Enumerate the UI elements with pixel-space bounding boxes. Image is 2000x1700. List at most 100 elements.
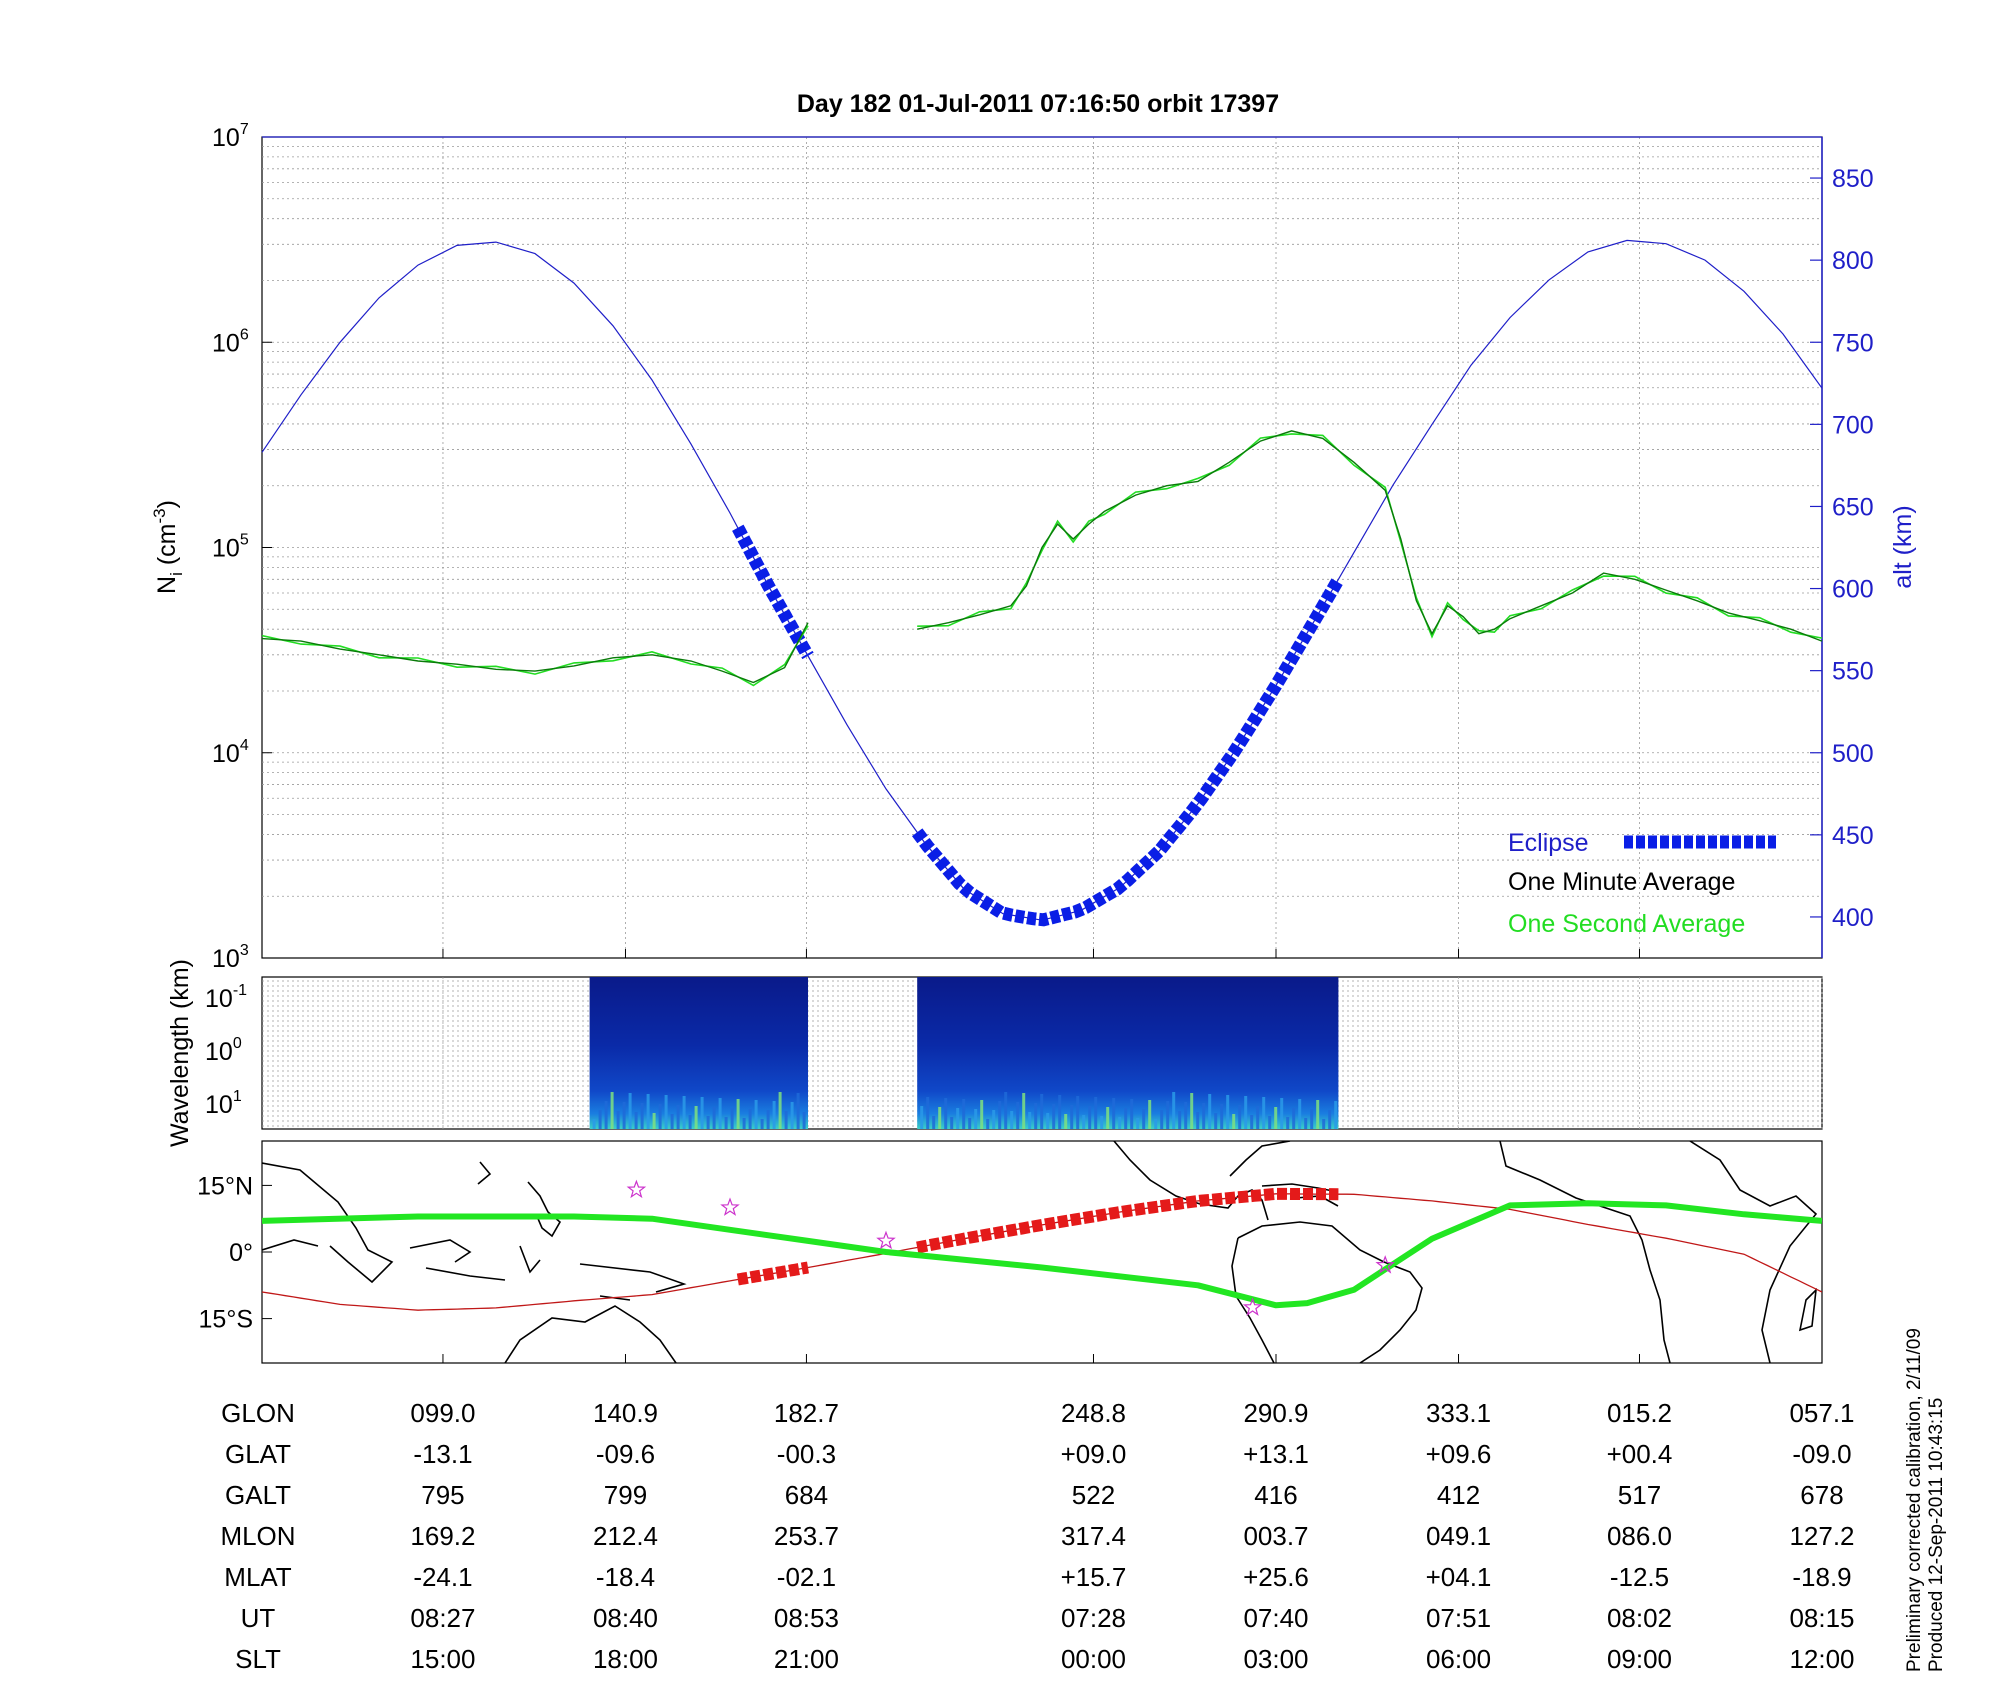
left-tick-label: 104: [212, 737, 249, 768]
ephemeris-cell: 08:02: [1607, 1603, 1672, 1633]
spectrogram-stripe: [1190, 1093, 1194, 1129]
spectrogram-tick-label: 100: [205, 1035, 242, 1066]
latitude-tick-label: 0°: [229, 1239, 253, 1267]
calibration-note: Preliminary corrected calibration, 2/11/…: [1904, 1328, 1925, 1672]
spectrogram-stripe: [1226, 1095, 1230, 1129]
south-america-coast: [1231, 1221, 1423, 1363]
spectrogram-stripe: [1316, 1100, 1320, 1129]
right-tick-label: 450: [1832, 822, 1874, 850]
ephemeris-cell: 07:28: [1061, 1603, 1126, 1633]
ephemeris-cell: 290.9: [1243, 1398, 1308, 1428]
ephemeris-row-label: GALT: [225, 1480, 291, 1510]
right-tick-label: 650: [1832, 493, 1874, 521]
ephemeris-cell: 795: [421, 1480, 464, 1510]
eclipse-track-segment: [736, 1261, 809, 1286]
right-tick-label: 700: [1832, 411, 1874, 439]
latitude-tick-label: 15°N: [197, 1172, 253, 1200]
spectrogram-stripe: [1334, 1101, 1338, 1129]
spectrogram-stripe: [944, 1098, 948, 1129]
map-area: [261, 1140, 1823, 1364]
star-marker: [1242, 1297, 1263, 1316]
one-minute-density-line: [261, 622, 809, 684]
spectrogram-stripe: [926, 1097, 930, 1129]
ephemeris-cell: 015.2: [1607, 1398, 1672, 1428]
ephemeris-cell: 049.1: [1426, 1521, 1491, 1551]
spectrogram-stripe: [1136, 1118, 1140, 1129]
ephemeris-cell: -02.1: [777, 1562, 836, 1592]
spectrogram-stripe: [592, 1119, 596, 1129]
ephemeris-cell: 15:00: [410, 1644, 475, 1674]
ephemeris-cell: 678: [1800, 1480, 1843, 1510]
spectrogram-tick-label: 10-1: [205, 982, 247, 1013]
spectrogram-stripe: [1022, 1093, 1026, 1129]
spectrogram-stripe: [712, 1107, 716, 1129]
spectrogram-stripe: [1124, 1108, 1128, 1129]
spectrogram-stripe: [694, 1106, 698, 1129]
spectrogram-stripe: [628, 1093, 632, 1129]
spectrogram-stripe: [1208, 1094, 1212, 1129]
ephemeris-cell: 169.2: [410, 1521, 475, 1551]
spectrogram-stripe: [956, 1108, 960, 1129]
spectrogram-stripe: [664, 1095, 668, 1129]
left-tick-label: 105: [212, 532, 249, 563]
spectrogram-stripe: [1070, 1105, 1074, 1129]
spectrogram-stripe: [998, 1101, 1002, 1129]
right-axis-ticks: 400 450 500 550 600 650 700 750 800 850: [1810, 165, 1874, 932]
ephemeris-cell: 12:00: [1789, 1644, 1854, 1674]
ephemeris-cell: 182.7: [774, 1398, 839, 1428]
spectrogram-stripe: [670, 1114, 674, 1129]
spectrogram-stripe: [1064, 1114, 1068, 1129]
spectrogram-stripe: [772, 1101, 776, 1129]
spectrogram-stripe: [1256, 1106, 1260, 1129]
ephemeris-row-label: GLAT: [225, 1439, 291, 1469]
ephemeris-cell: 517: [1618, 1480, 1661, 1510]
ephemeris-cell: 057.1: [1789, 1398, 1854, 1428]
spectrogram-stripe: [1040, 1094, 1044, 1129]
spectrogram-stripe: [718, 1098, 722, 1129]
eclipse-segment: [732, 524, 814, 660]
ephemeris-cell: 253.7: [774, 1521, 839, 1551]
left-tick-label: 106: [212, 326, 249, 357]
spectrogram-stripe: [652, 1113, 656, 1129]
right-axis-label: alt (km): [1889, 505, 1917, 588]
ephemeris-cell: -18.4: [596, 1562, 655, 1592]
spectrogram-stripe: [622, 1102, 626, 1129]
ephemeris-cell: 522: [1072, 1480, 1115, 1510]
legend-one-minute-label: One Minute Average: [1508, 868, 1735, 896]
spectrogram-block: [917, 977, 1339, 1129]
spectrogram-stripe: [1196, 1112, 1200, 1129]
ephemeris-cell: 684: [785, 1480, 828, 1510]
ephemeris-cell: +13.1: [1243, 1439, 1309, 1469]
spectrogram-stripe: [1076, 1096, 1080, 1129]
ephemeris-cell: 08:15: [1789, 1603, 1854, 1633]
spectrogram-stripe: [1154, 1119, 1158, 1129]
ephemeris-cell: 127.2: [1789, 1521, 1854, 1551]
spectrogram-stripe: [748, 1109, 752, 1129]
spectrogram-stripe: [1298, 1099, 1302, 1129]
ephemeris-cell: 412: [1437, 1480, 1480, 1510]
spectrogram-stripe: [1274, 1107, 1278, 1129]
ephemeris-cell: +25.6: [1243, 1562, 1309, 1592]
star-marker: [626, 1179, 647, 1199]
ephemeris-cell: 06:00: [1426, 1644, 1491, 1674]
ephemeris-cell: -24.1: [413, 1562, 472, 1592]
spectrogram-stripe: [796, 1093, 800, 1129]
spectrogram-stripe: [790, 1102, 794, 1129]
star-marker: [1375, 1255, 1395, 1274]
ephemeris-cell: -18.9: [1792, 1562, 1851, 1592]
ephemeris-cell: 416: [1254, 1480, 1297, 1510]
spectrogram-stripe: [1118, 1117, 1122, 1129]
one-second-density-line: [917, 433, 1823, 639]
spectrogram-stripe: [688, 1115, 692, 1129]
spectrogram-stripe: [1010, 1111, 1014, 1129]
spectrogram-stripe: [1028, 1112, 1032, 1129]
ephemeris-row-label: MLON: [220, 1521, 295, 1551]
ephemeris-cell: +15.7: [1061, 1562, 1127, 1592]
spectrogram-stripe: [1184, 1102, 1188, 1129]
spectrogram-stripe: [1292, 1108, 1296, 1129]
ephemeris-cell: -12.5: [1610, 1562, 1669, 1592]
spectrogram-stripe: [778, 1092, 782, 1129]
spectrogram-stripe: [730, 1108, 734, 1129]
ephemeris-cell: +09.6: [1426, 1439, 1492, 1469]
spectrogram-tick-label: 101: [205, 1088, 242, 1119]
